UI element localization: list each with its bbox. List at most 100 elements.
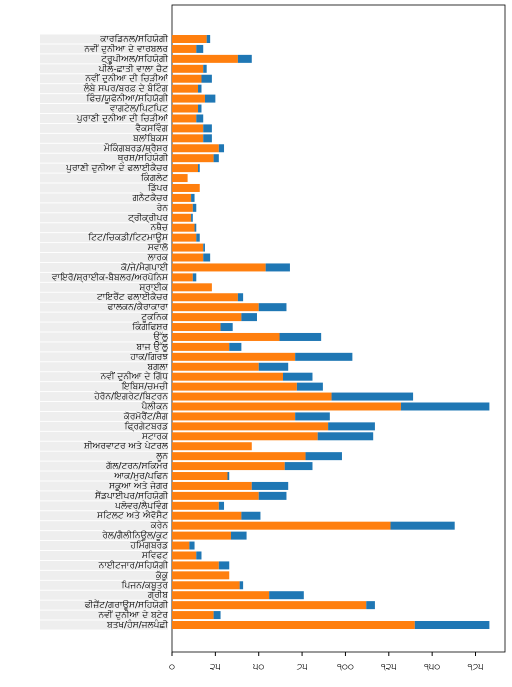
bar xyxy=(172,541,190,550)
label-bg xyxy=(40,491,168,501)
label-bg xyxy=(40,44,168,54)
label-bg xyxy=(40,570,168,580)
label-bg xyxy=(40,143,168,153)
y-tick-label: ਫਿੰਚ/ਯੂਫੋਨੀਆ/ਸਹਿਯੋਗੀ xyxy=(85,92,168,104)
bar xyxy=(172,303,259,312)
x-tick-label: ੦ xyxy=(169,663,175,673)
bar xyxy=(203,253,211,262)
bar xyxy=(172,54,238,63)
y-tick-label: ਸ਼੍ਰਾਈਕ xyxy=(138,282,169,293)
bar xyxy=(201,74,212,83)
y-tick-label: ਕਾਰਡਿਨਲ/ਸਹਿਯੋਗੀ xyxy=(99,33,168,45)
y-tick-label: ਟ੍ਰੂਪੀਅਲ/ਸਹਿਯੋਗੀ xyxy=(100,52,168,64)
bar xyxy=(279,332,322,341)
label-bg xyxy=(40,560,168,570)
y-tick-label: ਕਿੰਗਫਿਸ਼ਰ xyxy=(131,321,168,333)
bar xyxy=(172,571,230,580)
bar xyxy=(258,491,287,500)
bar xyxy=(172,531,231,540)
y-tick-label: ਵਾਗਟੇਲ/ਪਿਟਪਿਟ xyxy=(109,103,169,114)
y-tick-label: ਹੇਰੋਨ/ਇਗਰੇਟ/ਬਿਟਰਨ xyxy=(93,390,168,402)
label-bg xyxy=(40,133,168,143)
bar xyxy=(331,392,414,401)
x-tick-label: ੧੦੦ xyxy=(337,663,354,673)
label-bg xyxy=(40,580,168,590)
bar xyxy=(172,243,204,252)
label-bg xyxy=(40,461,168,471)
label-bg xyxy=(40,600,168,610)
bar xyxy=(172,392,332,401)
bar xyxy=(172,601,367,610)
bar xyxy=(295,352,353,361)
bar xyxy=(229,342,242,351)
label-bg xyxy=(40,342,168,352)
bar xyxy=(196,233,200,242)
bar xyxy=(258,303,287,312)
label-bg xyxy=(40,84,168,94)
bar xyxy=(172,412,296,421)
bar xyxy=(172,144,219,153)
bar xyxy=(172,472,228,481)
bar xyxy=(172,521,391,530)
bar xyxy=(172,581,240,590)
y-tick-label: ਥ੍ਰਸ਼/ਸਹਿਯੋਗੀ xyxy=(117,152,169,164)
y-tick-label: ਟਿਟ/ਚਿਕਡੀ/ਟਿਟਮਾਊਸ xyxy=(87,232,169,243)
bar xyxy=(265,263,290,272)
y-tick-label: ਪਿਜਨ/ਕਬੂਤਰ xyxy=(121,580,169,591)
y-tick-label: ਬਾਜ ਉੱਲੂ xyxy=(135,341,168,352)
label-bg xyxy=(40,163,168,173)
y-tick-label: ਆਕ/ਮੁਰ/ਪਫਿਨ xyxy=(113,471,168,482)
y-tick-label: ਬਗਲਾ xyxy=(146,362,168,372)
label-bg xyxy=(40,292,168,302)
y-tick-label: ਸਕੂਆ ਅਤੇ ਜੇਗਰ xyxy=(108,480,168,491)
label-bg xyxy=(40,362,168,372)
y-tick-label: ਗਨੈਟਕੈਚਰ xyxy=(132,192,169,203)
label-bg xyxy=(40,401,168,411)
label-bg xyxy=(40,243,168,253)
bar xyxy=(172,452,306,461)
y-tick-label: ਬਲਾਂਬਿਕਸ xyxy=(132,133,169,144)
label-bg xyxy=(40,123,168,133)
y-tick-label: ਬਤਖ/ਹੰਸ/ਜਲਪੰਛੀ xyxy=(106,619,168,631)
y-tick-label: ਲੰਬੇ ਸਪਰ/ਬਰਫ਼ ਦੇ ਬੰਟਿੰਗ xyxy=(83,82,169,94)
bar xyxy=(366,601,375,610)
label-bg xyxy=(40,113,168,123)
label-bg xyxy=(40,372,168,382)
bar xyxy=(192,203,197,212)
bar xyxy=(241,313,257,322)
bar xyxy=(400,402,490,411)
bar xyxy=(241,511,261,520)
y-tick-label: ਸਵਿਫਟ xyxy=(141,550,168,561)
y-tick-label: ਕਿੰਗਲੇਟ xyxy=(140,172,168,184)
y-tick-label: ਗੱਲ/ਟਰਨ/ਸਕਿਮਰ xyxy=(105,461,168,472)
label-bg xyxy=(40,451,168,461)
bar xyxy=(196,114,204,123)
y-tick-label: ਨਵੀਂ ਦੁਨੀਆ ਦੇ ਗਿੱਧ xyxy=(100,371,169,382)
label-bg xyxy=(40,501,168,511)
label-bg xyxy=(40,233,168,243)
y-tick-label: ਕੁੱਕੂ xyxy=(155,570,169,581)
bar xyxy=(206,35,211,43)
label-bg xyxy=(40,352,168,362)
bar xyxy=(203,64,207,73)
bar xyxy=(251,481,289,490)
bar xyxy=(172,481,252,490)
y-tick-label: ਟ੍ਰੀਕ੍ਰੀਪਰ xyxy=(127,212,168,223)
y-tick-label: ਫੀਜ਼ੈਂਟ/ਗਰਾਊਸ/ਸਹਿਯੋਗੀ xyxy=(84,599,168,611)
bar xyxy=(192,273,197,282)
x-tick-label: ੨੫ xyxy=(210,663,221,673)
bar xyxy=(194,223,197,232)
bar xyxy=(218,561,230,570)
bar xyxy=(295,412,330,421)
y-tick-label: ਸਟਿਲਟ ਅਤੇ ਐਵੋਸੈਟ xyxy=(96,509,168,521)
x-tick-label: ੧੭੫ xyxy=(468,663,484,673)
y-tick-label: ਪੁਰਾਣੀ ਦੁਨੀਆ ਦੇ ਫਲਾਈਕੈਚਰ xyxy=(65,163,168,174)
bar xyxy=(172,352,296,361)
bar xyxy=(172,621,415,629)
y-tick-label: ਨਥੈਚ xyxy=(150,222,169,233)
bar xyxy=(172,491,259,500)
bar xyxy=(172,104,199,113)
label-bg xyxy=(40,223,168,233)
bar xyxy=(191,213,193,222)
bar xyxy=(172,591,270,600)
